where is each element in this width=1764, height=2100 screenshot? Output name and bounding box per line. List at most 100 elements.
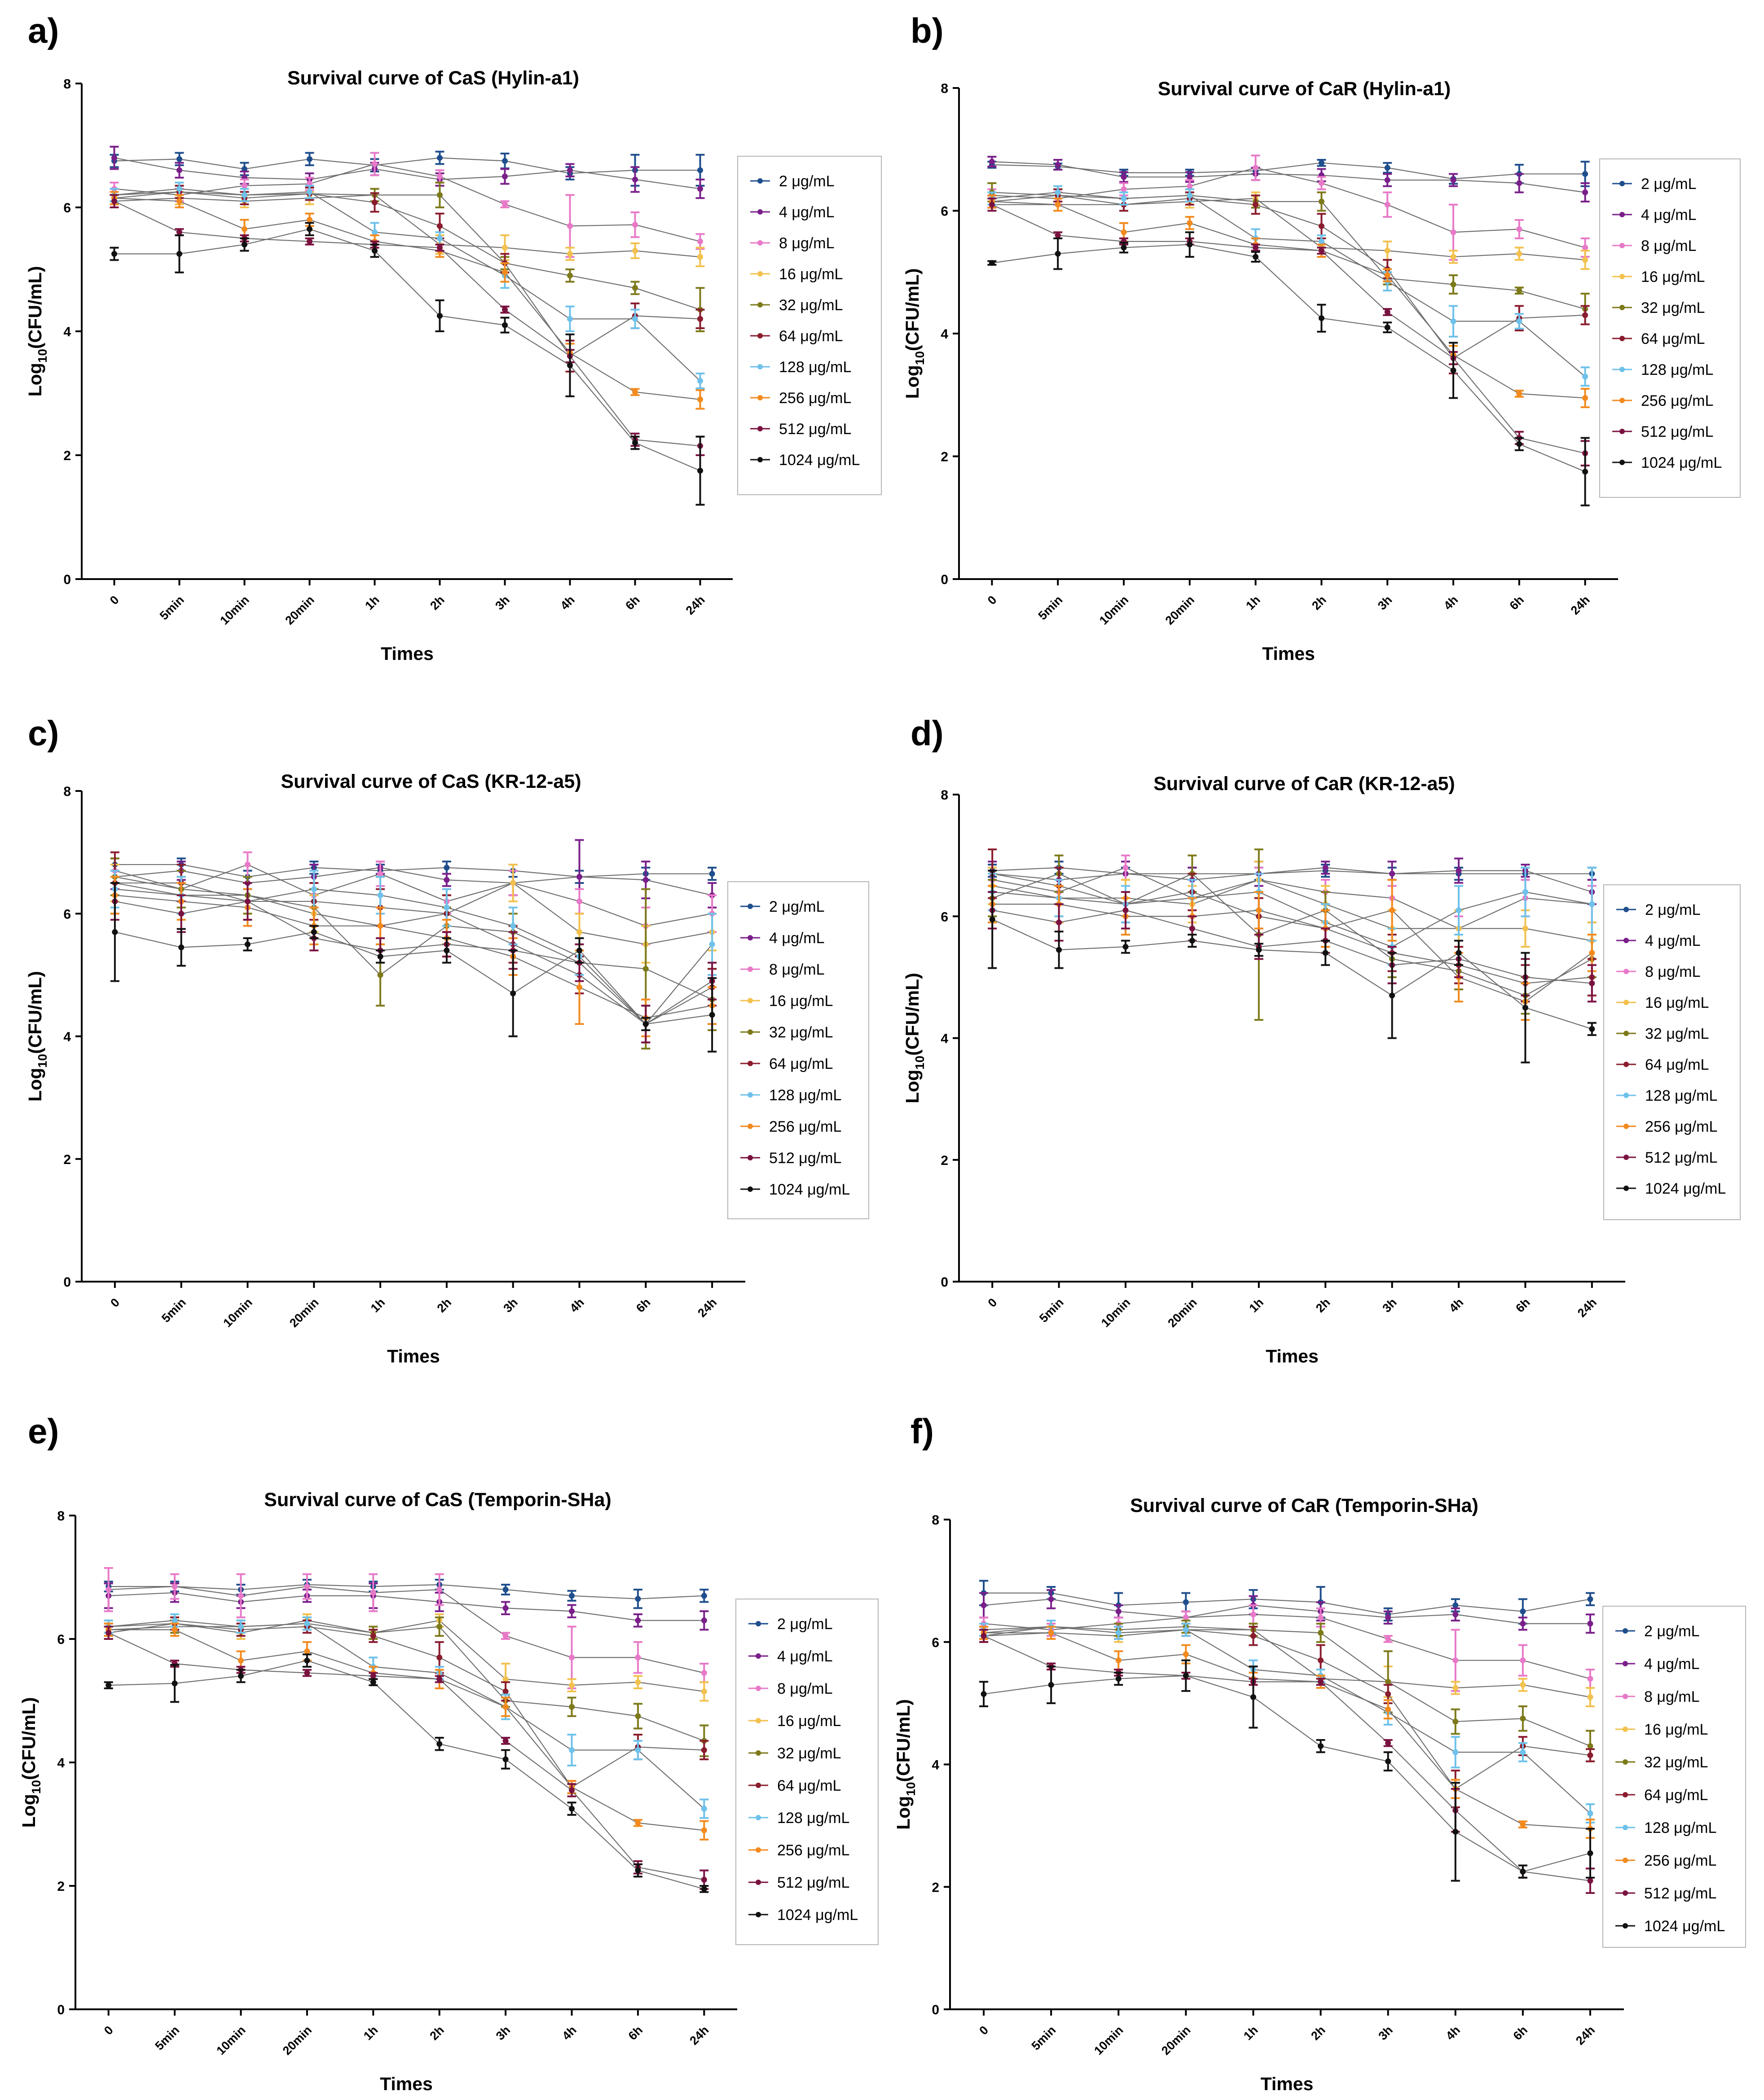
series-line bbox=[992, 198, 1585, 260]
chart-title: Survival curve of CaR (Hylin-a1) bbox=[1158, 78, 1451, 100]
data-point bbox=[1587, 1752, 1593, 1758]
data-point bbox=[502, 173, 508, 180]
series-line bbox=[992, 192, 1586, 377]
data-point bbox=[989, 158, 995, 165]
series-3 bbox=[104, 1567, 709, 1689]
data-point bbox=[176, 156, 182, 162]
legend-label: 16 μg/mL bbox=[777, 1713, 841, 1730]
data-point bbox=[981, 1633, 987, 1639]
data-point bbox=[176, 229, 182, 235]
legend-item: 1024 μg/mL bbox=[1616, 1180, 1726, 1197]
data-point bbox=[502, 1676, 509, 1682]
series-6 bbox=[104, 1616, 709, 1794]
series-line bbox=[114, 191, 700, 357]
data-point bbox=[635, 1679, 641, 1685]
data-point bbox=[370, 1679, 376, 1685]
chart-title: Survival curve of CaS (KR-12-a5) bbox=[281, 771, 581, 792]
panel-label: f) bbox=[911, 1411, 934, 1451]
data-point bbox=[437, 173, 443, 180]
data-point bbox=[1582, 373, 1588, 380]
legend-item: 8 μg/mL bbox=[1615, 1688, 1700, 1705]
legend-item: 128 μg/mL bbox=[1612, 361, 1713, 378]
x-tick-label: 24h bbox=[687, 2023, 711, 2047]
legend-item: 512 μg/mL bbox=[1615, 1885, 1716, 1902]
data-point bbox=[981, 1691, 987, 1697]
data-point bbox=[635, 1617, 641, 1624]
legend-item: 512 μg/mL bbox=[750, 421, 851, 438]
data-point bbox=[697, 396, 703, 403]
series-line bbox=[114, 882, 713, 1025]
data-point bbox=[701, 1747, 707, 1753]
data-point bbox=[111, 198, 117, 204]
x-tick-label: 4h bbox=[1443, 2023, 1462, 2043]
data-point bbox=[307, 217, 312, 223]
data-point bbox=[1452, 1685, 1459, 1691]
chart-title: Survival curve of CaS (Temporin-SHa) bbox=[264, 1489, 611, 1511]
data-point bbox=[178, 944, 185, 950]
chart-panel-6: f) Survival curve of CaR (Temporin-SHa) 0 2… bbox=[893, 1411, 1746, 2094]
series-line bbox=[992, 919, 1592, 1030]
legend-item: 32 μg/mL bbox=[1616, 1025, 1709, 1042]
data-point bbox=[242, 166, 247, 172]
series-line bbox=[992, 167, 1585, 248]
legend-label: 4 μg/mL bbox=[769, 930, 825, 947]
data-point bbox=[377, 892, 383, 898]
data-point bbox=[304, 1648, 310, 1654]
series-line bbox=[114, 201, 700, 447]
legend-item: 16 μg/mL bbox=[1615, 1721, 1708, 1738]
series-10 bbox=[979, 1659, 1595, 1882]
legend-item: 1024 μg/mL bbox=[748, 1907, 858, 1924]
x-tick-label: 10min bbox=[1099, 1296, 1133, 1330]
data-point bbox=[1516, 226, 1522, 233]
series-line bbox=[992, 891, 1592, 948]
x-tick-label: 24h bbox=[1573, 2023, 1597, 2047]
series-line bbox=[992, 195, 1585, 359]
data-point bbox=[307, 189, 312, 195]
x-tick-label: 0 bbox=[107, 593, 122, 607]
legend-item: 4 μg/mL bbox=[1616, 932, 1701, 949]
series-9 bbox=[987, 198, 1590, 467]
legend-item: 256 μg/mL bbox=[750, 390, 851, 407]
data-point bbox=[1389, 907, 1395, 914]
legend-label: 32 μg/mL bbox=[1644, 1754, 1708, 1771]
x-tick-label: 5min bbox=[1036, 593, 1065, 623]
legend-label: 4 μg/mL bbox=[1644, 1656, 1700, 1673]
data-point bbox=[1183, 1614, 1189, 1621]
data-point bbox=[1385, 1678, 1391, 1685]
legend-item: 256 μg/mL bbox=[740, 1118, 841, 1135]
data-point bbox=[510, 923, 516, 929]
series-line bbox=[992, 909, 1592, 984]
y-tick-label: 6 bbox=[63, 201, 71, 215]
data-point bbox=[1187, 242, 1193, 248]
data-point bbox=[576, 874, 582, 880]
y-tick-label: 0 bbox=[941, 1275, 948, 1290]
series-line bbox=[114, 882, 713, 945]
data-point bbox=[111, 155, 117, 161]
panel-label: d) bbox=[911, 713, 944, 753]
x-tick-label: 0 bbox=[101, 2023, 116, 2038]
data-point bbox=[172, 1680, 178, 1687]
data-point bbox=[567, 362, 573, 369]
data-point bbox=[1187, 192, 1193, 198]
data-point bbox=[697, 167, 703, 173]
series-3 bbox=[987, 154, 1590, 261]
data-point bbox=[1516, 250, 1522, 257]
x-tick-label: 5min bbox=[157, 593, 187, 623]
data-point bbox=[1055, 162, 1061, 168]
data-point bbox=[1389, 870, 1395, 877]
data-point bbox=[1384, 324, 1390, 330]
data-point bbox=[569, 1787, 575, 1793]
legend-item: 256 μg/mL bbox=[1612, 392, 1713, 409]
y-tick-label: 4 bbox=[932, 1758, 939, 1773]
x-tick-label: 10min bbox=[217, 593, 251, 627]
data-point bbox=[304, 1621, 310, 1627]
data-point bbox=[1318, 1614, 1324, 1621]
data-point bbox=[444, 947, 450, 953]
data-point bbox=[502, 1633, 509, 1639]
data-point bbox=[1253, 202, 1259, 208]
x-axis-label: Times bbox=[387, 1346, 440, 1366]
chart-panel-5: e) Survival curve of CaS (Temporin-SHa) 0 2… bbox=[18, 1411, 879, 2094]
data-point bbox=[701, 1688, 707, 1695]
data-point bbox=[1587, 1596, 1593, 1602]
x-tick-label: 3h bbox=[1375, 593, 1394, 612]
